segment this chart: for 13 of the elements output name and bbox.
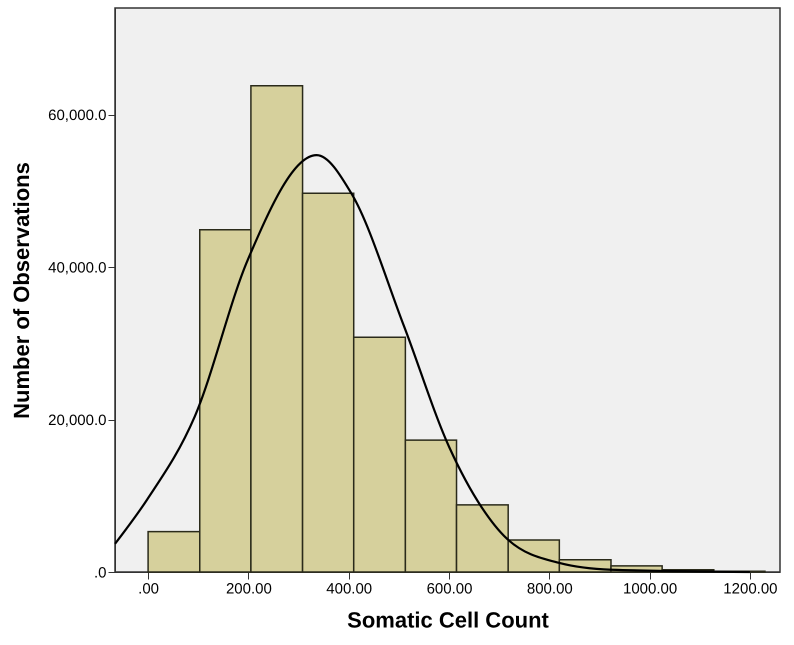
x-axis-title: Somatic Cell Count (347, 608, 550, 632)
x-tick-label: 600.00 (426, 580, 472, 598)
x-tick-label: 1000.00 (622, 580, 678, 598)
x-tick-label: 400.00 (326, 580, 372, 598)
x-tick-label: .00 (138, 580, 160, 598)
y-tick-label: .0 (94, 564, 106, 582)
y-axis-title: Number of Observations (9, 162, 34, 419)
x-tick-label: 1200.00 (723, 580, 778, 598)
y-tick-label: 60,000.0 (48, 107, 106, 124)
y-tick-label: 20,000.0 (48, 412, 106, 430)
x-tick-label: 200.00 (226, 580, 272, 598)
y-tick-label: 40,000.0 (48, 260, 106, 277)
x-tick-label: 800.00 (526, 580, 573, 598)
